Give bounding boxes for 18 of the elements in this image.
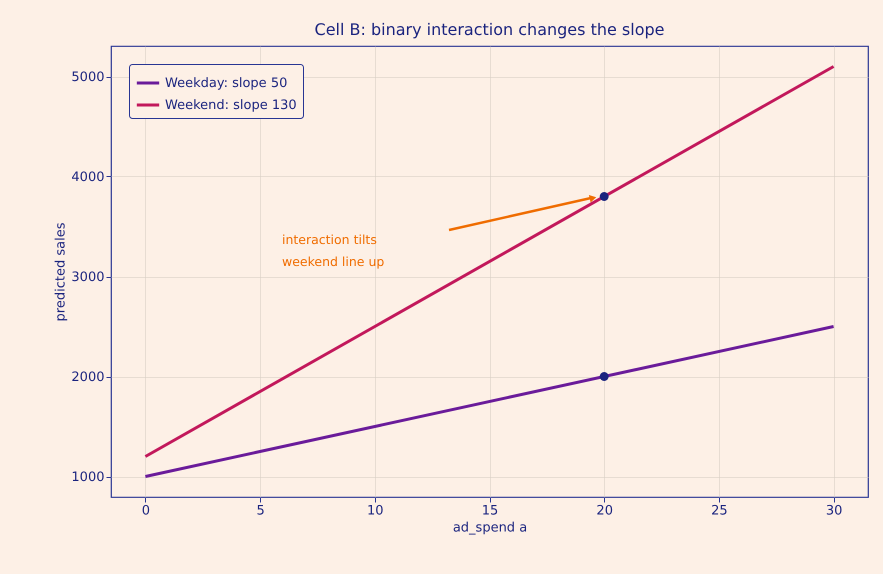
x-tick-label: 5 xyxy=(256,504,265,518)
y-tick-label: 3000 xyxy=(71,270,104,285)
x-tick-label: 30 xyxy=(826,504,842,518)
chart-title: Cell B: binary interaction changes the slope xyxy=(314,20,664,39)
x-tick-label: 20 xyxy=(596,504,613,518)
y-axis-title: predicted sales xyxy=(53,222,68,322)
legend-label: Weekday: slope 50 xyxy=(165,76,288,91)
x-tick-label: 15 xyxy=(482,504,498,518)
annotation: interaction tilts weekend line up xyxy=(282,232,384,269)
x-tick-label: 25 xyxy=(711,504,728,518)
y-tick-label: 1000 xyxy=(71,470,104,485)
legend-label: Weekend: slope 130 xyxy=(165,98,297,113)
x-tick-label: 10 xyxy=(367,504,384,518)
y-tick-label: 5000 xyxy=(71,70,104,85)
x-axis-title: ad_spend a xyxy=(452,520,528,536)
y-tick-label: 4000 xyxy=(71,170,104,185)
y-tick-label: 2000 xyxy=(71,370,104,385)
x-tick-label: 0 xyxy=(142,504,150,518)
